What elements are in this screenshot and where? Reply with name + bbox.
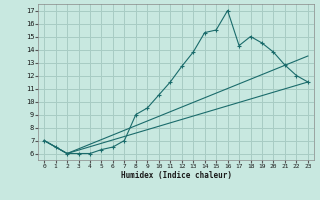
X-axis label: Humidex (Indice chaleur): Humidex (Indice chaleur) [121,171,231,180]
